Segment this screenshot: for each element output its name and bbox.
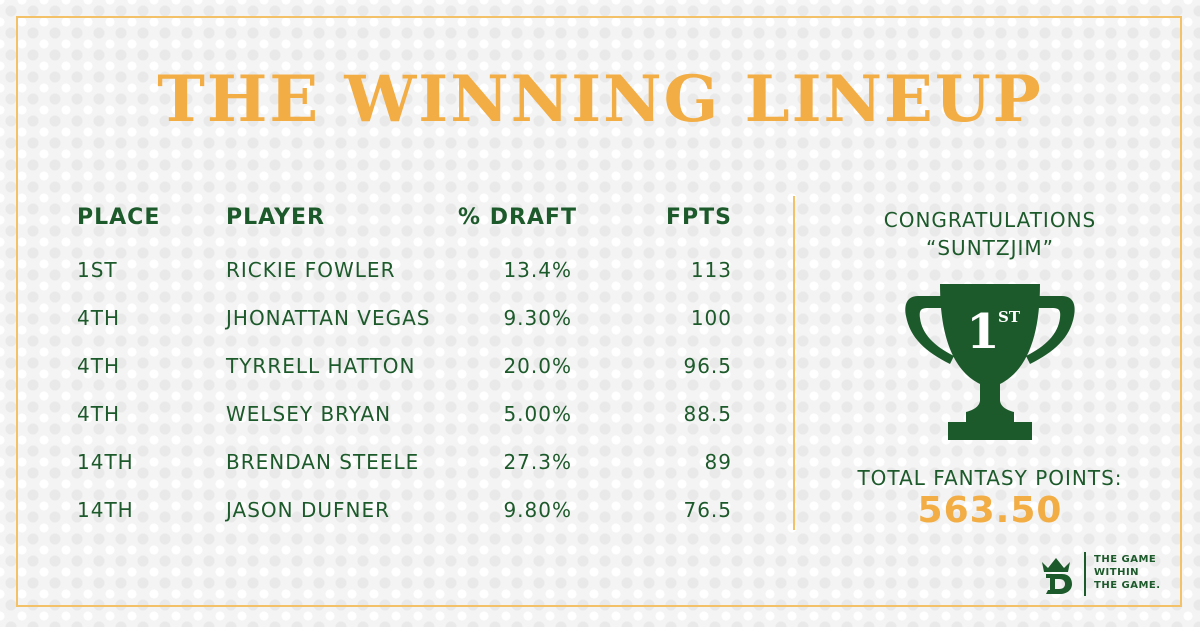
row-fpts: 100 — [690, 306, 732, 330]
header-draft: % DRAFT — [458, 205, 577, 230]
row-player: JHONATTAN VEGAS — [226, 306, 431, 330]
row-player: WELSEY BRYAN — [226, 402, 392, 426]
row-player: TYRRELL HATTON — [226, 354, 416, 378]
row-fpts: 96.5 — [683, 354, 732, 378]
row-fpts: 89 — [704, 450, 732, 474]
row-fpts: 88.5 — [683, 402, 732, 426]
header-player: PLAYER — [226, 205, 325, 230]
row-place: 4TH — [77, 354, 120, 378]
row-player: BRENDAN STEELE — [226, 450, 420, 474]
header-place: PLACE — [77, 205, 161, 230]
congrats-text: CONGRATULATIONS — [883, 208, 1097, 232]
draftkings-crown-logo-icon — [1042, 558, 1072, 594]
row-draft: 9.80% — [503, 498, 572, 522]
trophy-icon: 1 ST — [905, 284, 1075, 440]
row-draft: 20.0% — [503, 354, 572, 378]
row-place: 1ST — [77, 258, 118, 282]
total-points-value: 563.50 — [917, 490, 1063, 531]
logo-divider — [1084, 552, 1086, 596]
row-place: 14TH — [77, 450, 134, 474]
row-draft: 27.3% — [503, 450, 572, 474]
row-draft: 13.4% — [503, 258, 572, 282]
tagline-line-1: THE GAME — [1094, 554, 1157, 565]
row-draft: 5.00% — [503, 402, 572, 426]
trophy-place: 1 — [966, 304, 999, 360]
tagline-line-2: WITHIN — [1094, 567, 1140, 578]
row-place: 14TH — [77, 498, 134, 522]
winner-username: “SUNTZJIM” — [926, 236, 1054, 260]
gold-frame-border — [16, 16, 1182, 607]
page-title: THE WINNING LINEUP — [157, 62, 1043, 137]
trophy-suffix: ST — [998, 308, 1021, 326]
row-place: 4TH — [77, 306, 120, 330]
row-player: JASON DUFNER — [226, 498, 391, 522]
brand-tagline: THE GAME WITHIN THE GAME. — [1094, 553, 1174, 592]
row-fpts: 113 — [690, 258, 732, 282]
row-place: 4TH — [77, 402, 120, 426]
row-player: RICKIE FOWLER — [226, 258, 396, 282]
row-draft: 9.30% — [503, 306, 572, 330]
vertical-divider — [793, 196, 795, 530]
total-points-label: TOTAL FANTASY POINTS: — [857, 466, 1123, 490]
tagline-line-3: THE GAME. — [1094, 580, 1161, 591]
row-fpts: 76.5 — [683, 498, 732, 522]
header-fpts: FPTS — [665, 205, 732, 230]
